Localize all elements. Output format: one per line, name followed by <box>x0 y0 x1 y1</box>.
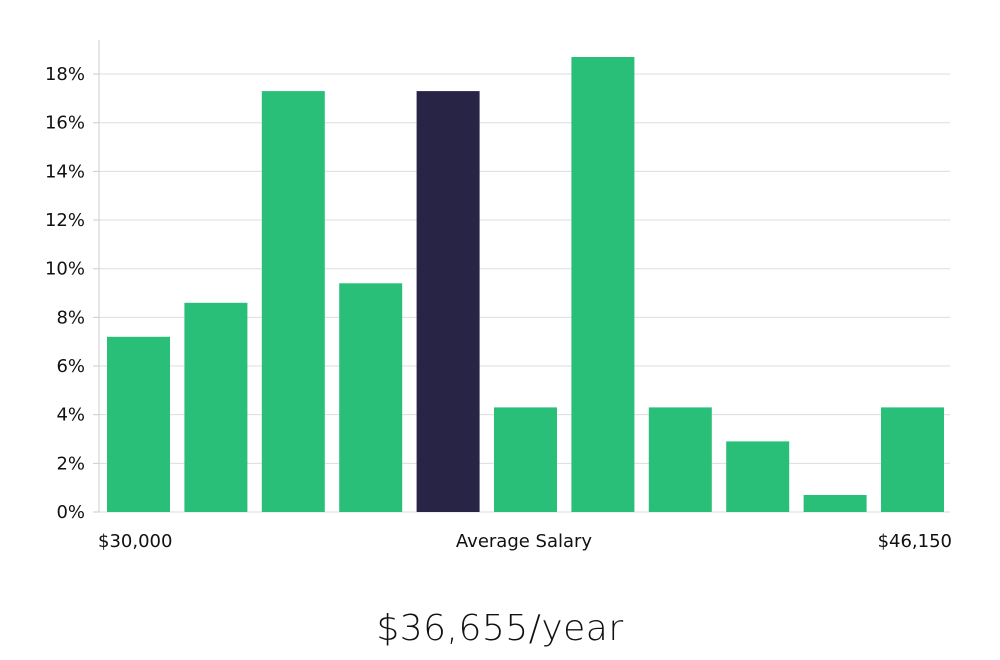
y-tick-label-3: 6% <box>56 356 85 377</box>
x-axis-label: Average Salary <box>456 531 593 552</box>
bar-0 <box>107 336 170 512</box>
bar-3 <box>339 283 403 512</box>
bar-2 <box>261 91 325 512</box>
bar-10 <box>881 407 944 512</box>
y-tick-label-9: 18% <box>45 64 85 85</box>
y-tick-label-0: 0% <box>56 502 85 523</box>
bars <box>107 57 944 512</box>
y-tick-label-7: 14% <box>45 161 85 182</box>
bar-1 <box>184 302 248 512</box>
bar-8 <box>726 441 790 512</box>
y-tick-label-2: 4% <box>56 405 85 426</box>
bar-5 <box>494 407 557 512</box>
salary-histogram-chart: 0% 2% 4% 6% 8% 10% 12% 14% 16% 18% $30,000 Averag… <box>45 40 952 552</box>
x-end-label: $46,150 <box>878 531 952 552</box>
bar-average-salary <box>416 91 480 512</box>
y-tick-label-4: 8% <box>56 307 85 328</box>
x-start-label: $30,000 <box>98 531 172 552</box>
y-tick-label-1: 2% <box>56 453 85 474</box>
bar-9 <box>803 495 867 512</box>
average-salary-value: $36,655/year <box>376 608 624 649</box>
bar-7 <box>648 407 712 512</box>
y-axis-ticks: 0% 2% 4% 6% 8% 10% 12% 14% 16% 18% <box>45 64 99 523</box>
y-tick-label-5: 10% <box>45 259 85 280</box>
y-tick-label-8: 16% <box>45 113 85 134</box>
y-tick-label-6: 12% <box>45 210 85 231</box>
bar-6 <box>571 57 635 512</box>
